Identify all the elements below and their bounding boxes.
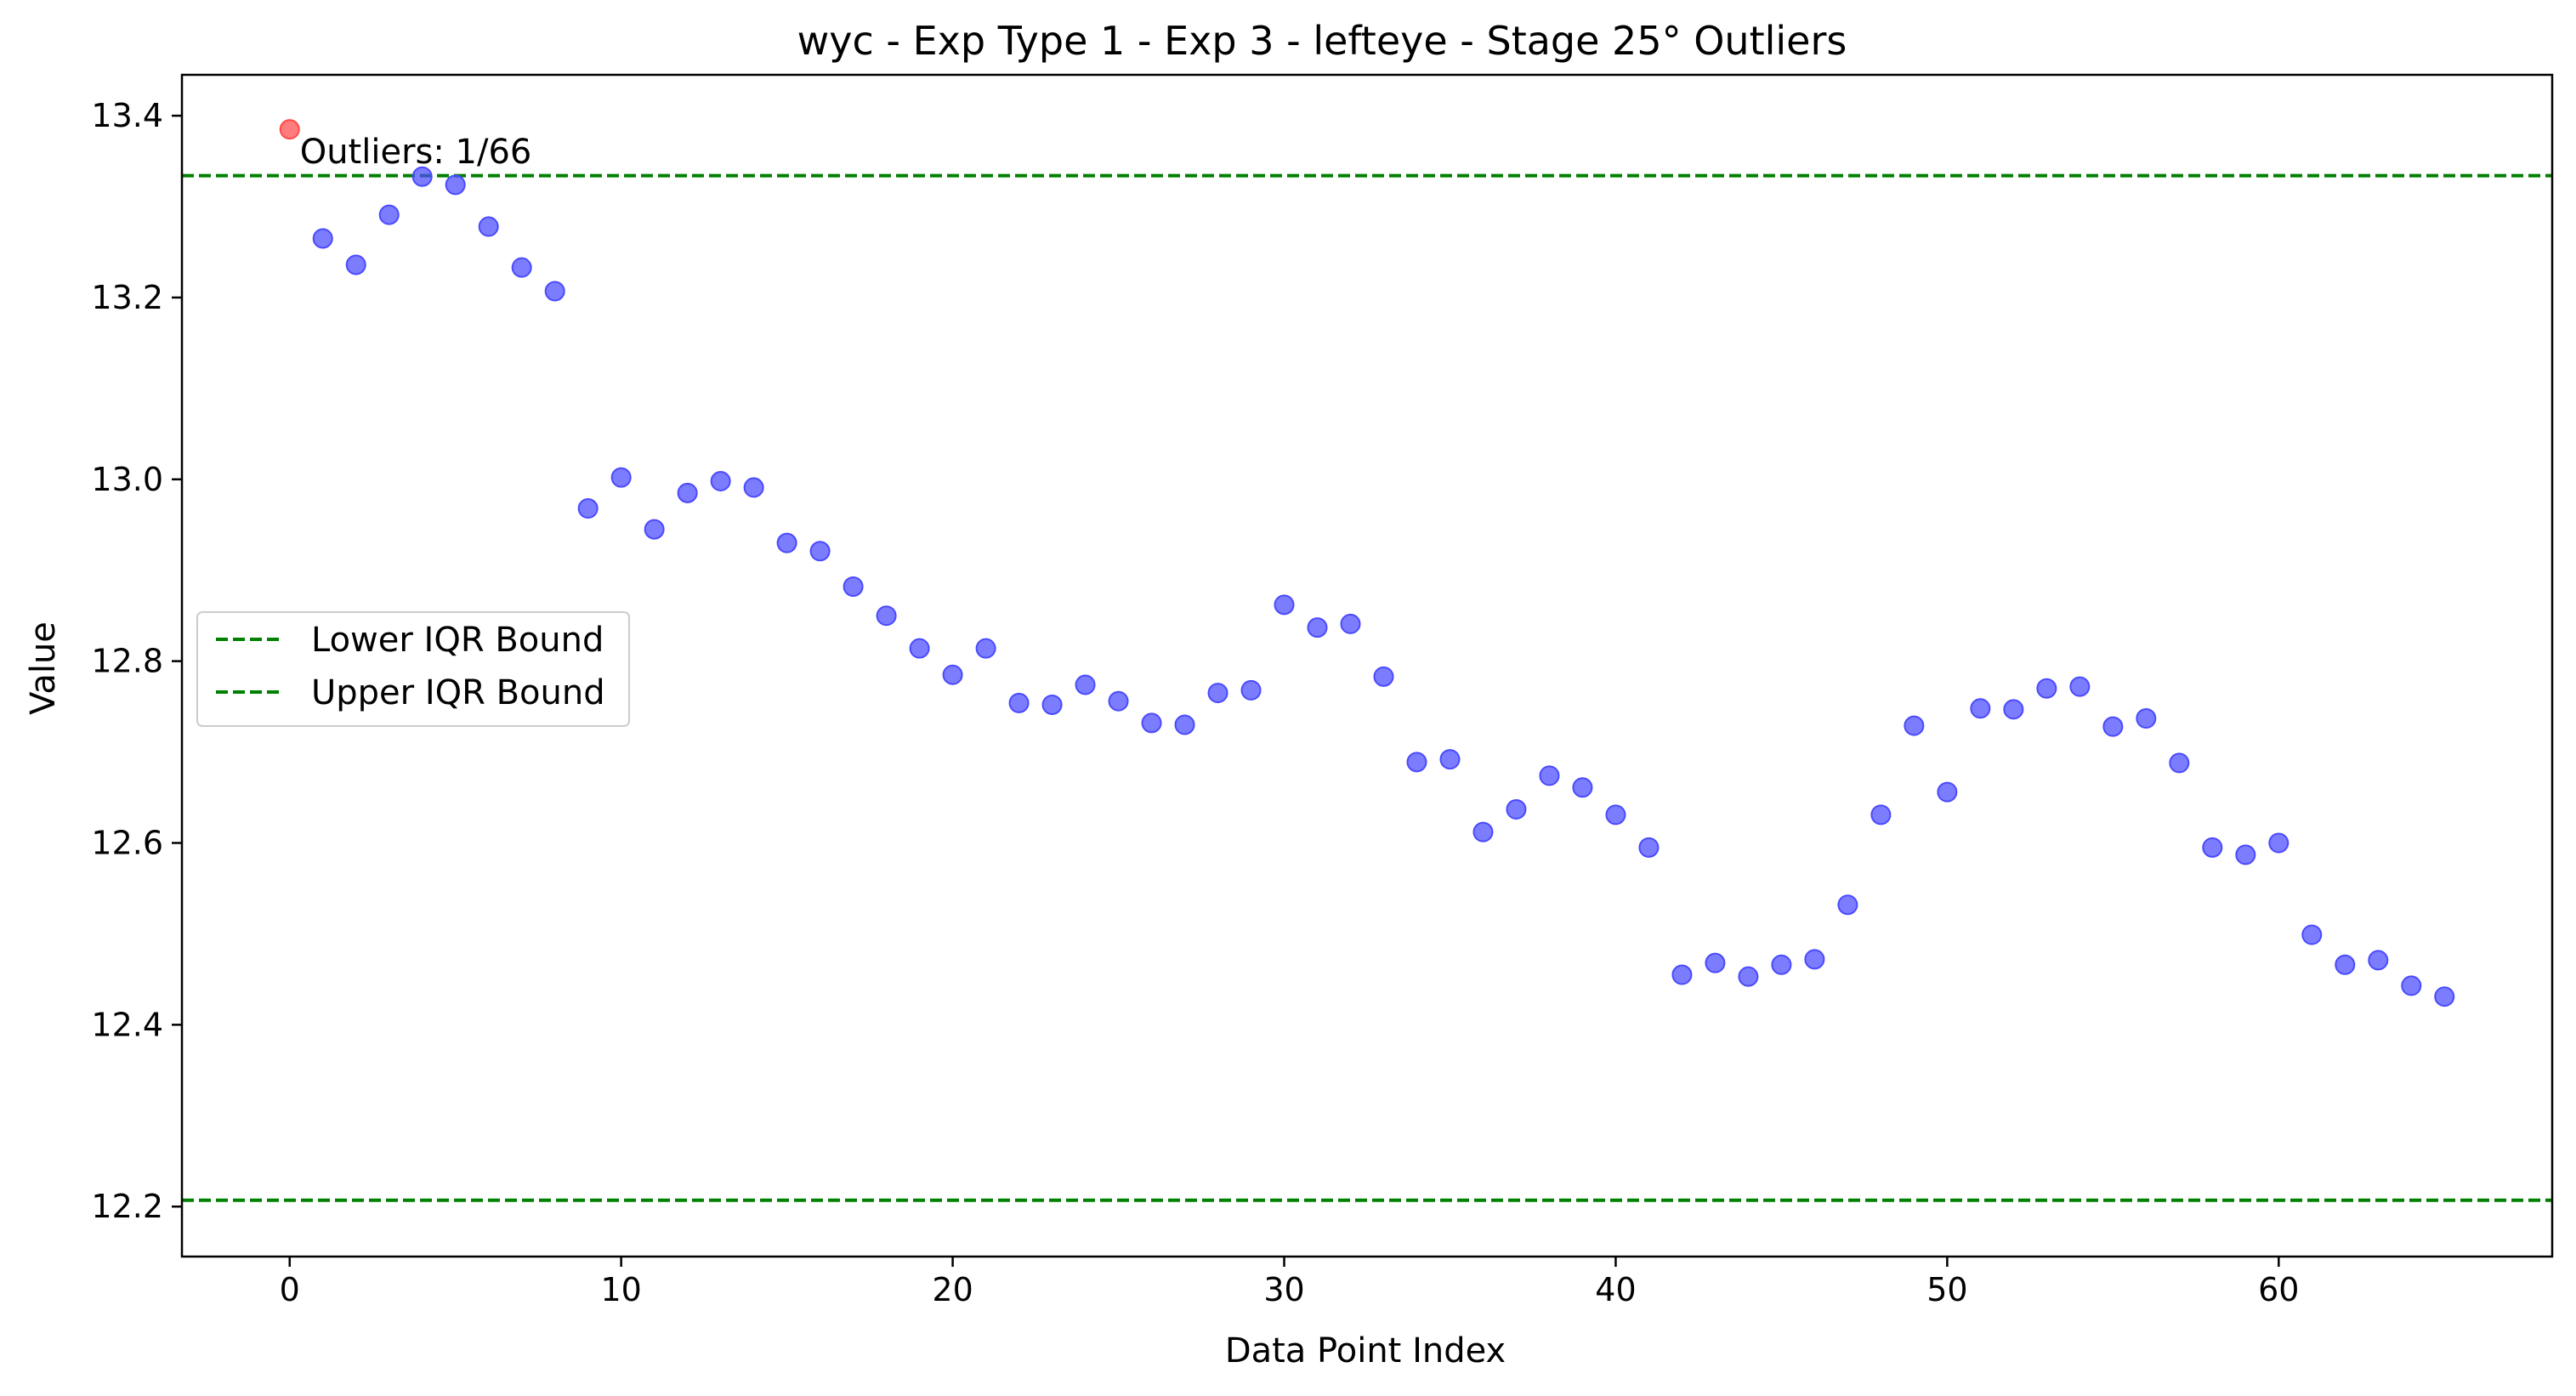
data-point (312, 228, 333, 249)
data-point (577, 498, 599, 519)
data-point (1738, 966, 1759, 987)
data-point (1904, 715, 1925, 736)
x-axis-label: Data Point Index (1225, 1331, 1506, 1370)
x-tick-label: 20 (932, 1271, 973, 1308)
data-point (1041, 694, 1063, 715)
data-point (1340, 613, 1361, 634)
data-point (2102, 716, 2124, 737)
data-point (1539, 765, 1560, 786)
x-tick-label: 10 (600, 1271, 641, 1308)
y-tick-label: 12.2 (91, 1188, 163, 1225)
y-tick-label: 12.8 (91, 643, 163, 680)
y-tick-label: 13.0 (91, 461, 163, 498)
data-point (511, 257, 532, 278)
data-point (975, 638, 996, 659)
data-point (1572, 777, 1593, 798)
y-axis: 12.2 12.4 12.6 12.8 13.0 13.2 13.4 (91, 97, 182, 1225)
y-tick-label: 12.6 (91, 825, 163, 862)
x-tick-label: 60 (2258, 1271, 2299, 1308)
data-point (544, 281, 565, 302)
y-tick-label: 13.4 (91, 97, 163, 134)
data-point (345, 254, 366, 275)
data-point (478, 216, 499, 237)
data-point (1439, 749, 1461, 770)
legend-label-upper-bound: Upper IQR Bound (311, 673, 605, 712)
data-point (2401, 975, 2422, 996)
data-point (2169, 752, 2190, 774)
x-tick-label: 30 (1263, 1271, 1304, 1308)
data-point (1406, 752, 1427, 773)
legend-label-lower-bound: Lower IQR Bound (311, 621, 604, 660)
data-point (1373, 666, 1394, 687)
data-point (776, 532, 797, 553)
outlier-count-annotation: Outliers: 1/66 (300, 133, 532, 172)
data-point (2003, 699, 2024, 720)
data-point (411, 166, 433, 187)
outlier-point (279, 119, 300, 140)
data-point (1075, 674, 1096, 695)
data-point (743, 477, 764, 498)
data-point (710, 470, 731, 491)
data-point (1274, 594, 1295, 616)
data-point (1207, 683, 1228, 704)
data-point (1240, 679, 1262, 701)
data-point (2136, 708, 2157, 729)
data-point (610, 467, 632, 488)
data-point (909, 638, 930, 659)
data-point (445, 174, 466, 196)
plot-area (180, 73, 2554, 1258)
data-point (843, 576, 864, 597)
data-point (2036, 678, 2057, 699)
plot-frame (180, 73, 2554, 1258)
data-point (2335, 954, 2356, 975)
data-point (378, 204, 400, 225)
legend-box (196, 611, 630, 727)
data-point (2069, 676, 2091, 697)
x-tick-label: 40 (1595, 1271, 1636, 1308)
data-point (1638, 837, 1660, 858)
legend: Lower IQR Bound Upper IQR Bound (196, 611, 630, 727)
y-tick-label: 13.2 (91, 279, 163, 316)
data-point (809, 541, 831, 562)
data-point (2202, 837, 2223, 858)
data-point (1307, 617, 1328, 638)
x-tick-label: 0 (280, 1271, 300, 1308)
y-axis-label: Value (24, 621, 63, 715)
data-point (677, 482, 698, 503)
data-point (2434, 986, 2455, 1007)
data-point (1141, 712, 1162, 734)
data-point (1804, 949, 1825, 970)
data-point (1174, 714, 1195, 735)
data-point (1671, 964, 1693, 985)
chart-title: wyc - Exp Type 1 - Exp 3 - lefteye - Sta… (797, 18, 1847, 64)
data-point (1937, 781, 1958, 803)
data-point (1870, 804, 1892, 826)
data-point (1771, 954, 1792, 975)
data-point (1506, 798, 1527, 820)
y-tick-label: 12.4 (91, 1006, 163, 1043)
data-point (2301, 924, 2323, 945)
data-point (2268, 832, 2289, 854)
data-point (1837, 894, 1858, 916)
data-point (644, 519, 665, 540)
data-point (1970, 698, 1991, 719)
data-point (876, 605, 897, 627)
data-point (1472, 821, 1494, 843)
data-point (1705, 952, 1726, 973)
x-axis: 0 10 20 30 40 50 60 (280, 1257, 2299, 1308)
data-point (1108, 690, 1129, 712)
data-point (942, 664, 963, 685)
data-point (2235, 844, 2256, 865)
x-tick-label: 50 (1926, 1271, 1967, 1308)
data-point (2368, 950, 2389, 971)
data-point (1008, 692, 1030, 713)
data-point (1605, 804, 1626, 826)
